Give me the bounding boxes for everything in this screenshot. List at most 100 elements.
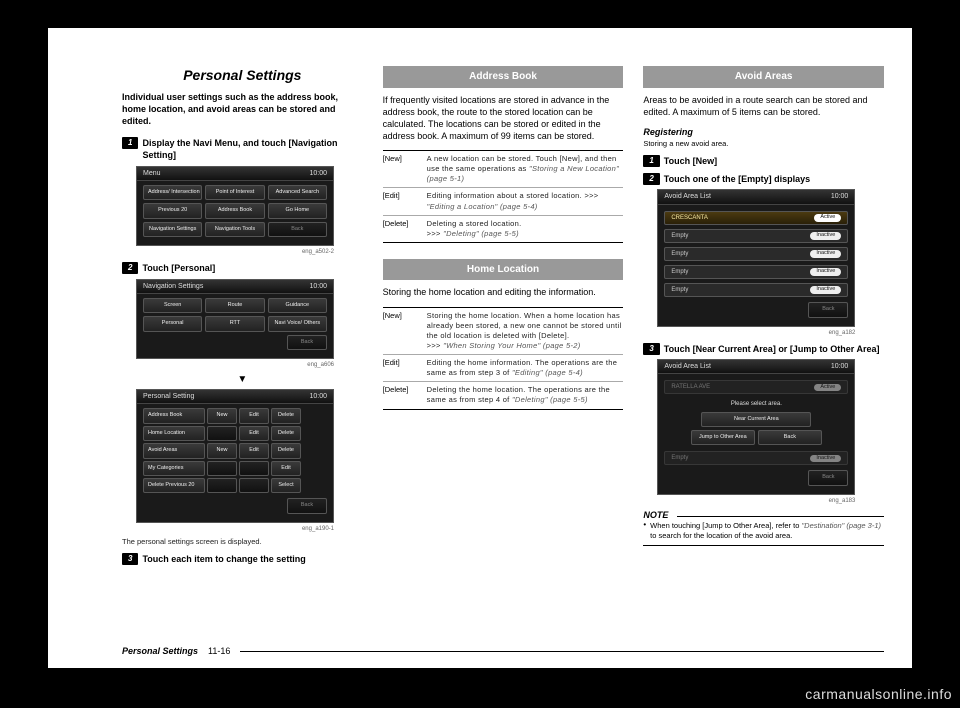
row-label: Avoid Areas <box>143 443 205 458</box>
spacer <box>239 478 269 493</box>
page-title: Personal Settings <box>122 66 363 85</box>
clock-text: 10:00 <box>309 392 327 401</box>
new-button[interactable]: New <box>207 443 237 458</box>
step-1: 1 Display the Navi Menu, and touch [Navi… <box>122 137 363 161</box>
menu-button[interactable]: Address Book <box>205 203 264 218</box>
edit-button[interactable]: Edit <box>239 426 269 441</box>
clock-text: 10:00 <box>309 169 327 178</box>
back-button[interactable]: Back <box>808 470 848 485</box>
edit-button[interactable]: Edit <box>239 408 269 423</box>
avoid-step-2-text: Touch one of the [Empty] displays <box>664 173 884 185</box>
avoid-step-1: 1 Touch [New] <box>643 155 884 167</box>
list-item[interactable]: EmptyInactive <box>664 283 848 297</box>
step-number-icon: 3 <box>643 343 659 355</box>
edit-button[interactable]: Edit <box>271 461 301 476</box>
note-text: When touching [Jump to Other Area], refe… <box>650 521 884 541</box>
step-number-icon: 1 <box>122 137 138 149</box>
row-label: My Categories <box>143 461 205 476</box>
registering-subhead: Registering <box>643 126 884 138</box>
table-row: [Edit] Editing information about a store… <box>383 188 624 215</box>
table-row: [New] Storing the home location. When a … <box>383 308 624 356</box>
avoid-step-3-text: Touch [Near Current Area] or [Jump to Ot… <box>664 343 884 355</box>
menu-button[interactable]: Personal <box>143 316 202 331</box>
note-rule <box>677 516 884 517</box>
step-number-icon: 2 <box>122 262 138 274</box>
list-item: EmptyInactive <box>664 451 848 465</box>
row-label: Address Book <box>143 408 205 423</box>
back-button[interactable]: Back <box>758 430 822 445</box>
avoid-step-1-text: Touch [New] <box>664 155 884 167</box>
prompt-text: Please select area. <box>664 400 848 408</box>
menu-button[interactable]: Navigation Tools <box>205 222 264 237</box>
col-3: Avoid Areas Areas to be avoided in a rou… <box>643 66 884 640</box>
select-button[interactable]: Select <box>271 478 301 493</box>
def-key: [New] <box>383 154 427 184</box>
step-3: 3 Touch each item to change the setting <box>122 553 363 565</box>
delete-button[interactable]: Delete <box>271 408 301 423</box>
figure-label: eng_a183 <box>657 497 855 505</box>
col-2: Address Book If frequently visited locat… <box>383 66 624 640</box>
table-row: [Delete] Deleting the home location. The… <box>383 382 624 408</box>
menu-button[interactable]: Previous 20 <box>143 203 202 218</box>
jump-other-area-button[interactable]: Jump to Other Area <box>691 430 755 445</box>
def-val: Editing the home information. The operat… <box>427 358 624 378</box>
near-current-area-button[interactable]: Near Current Area <box>701 412 811 427</box>
menu-button[interactable]: Address/ Intersection <box>143 185 202 200</box>
menu-button[interactable]: Screen <box>143 298 202 313</box>
menu-button[interactable]: Navi Voice/ Others <box>268 316 327 331</box>
footer-rule <box>240 651 884 652</box>
avoid-step-3: 3 Touch [Near Current Area] or [Jump to … <box>643 343 884 355</box>
caption-text: The personal settings screen is displaye… <box>122 537 363 547</box>
step-number-icon: 2 <box>643 173 659 185</box>
def-val: Editing information about a stored locat… <box>427 191 624 211</box>
address-book-table: [New] A new location can be stored. Touc… <box>383 150 624 243</box>
note-end-rule <box>643 545 884 546</box>
screen-title: Menu <box>143 169 161 178</box>
section-head-home-location: Home Location <box>383 259 624 281</box>
address-book-desc: If frequently visited locations are stor… <box>383 94 624 143</box>
menu-button[interactable]: Go Home <box>268 203 327 218</box>
screenshot-menu: Menu 10:00 Address/ Intersection Point o… <box>136 166 334 247</box>
back-button[interactable]: Back <box>287 498 327 513</box>
menu-button[interactable]: Advanced Search <box>268 185 327 200</box>
home-location-table: [New] Storing the home location. When a … <box>383 307 624 410</box>
def-val: Deleting a stored location.>>> "Deleting… <box>427 219 624 239</box>
back-button[interactable]: Back <box>268 222 327 237</box>
figure-label: eng_a182 <box>657 329 855 337</box>
list-item[interactable]: EmptyInactive <box>664 229 848 243</box>
list-item[interactable]: EmptyInactive <box>664 265 848 279</box>
menu-button[interactable]: RTT <box>205 316 264 331</box>
manual-page: Personal Settings Individual user settin… <box>48 28 912 668</box>
clock-text: 10:00 <box>831 362 849 371</box>
step-number-icon: 1 <box>643 155 659 167</box>
figure-label: eng_a502-2 <box>136 248 334 256</box>
spacer <box>207 461 237 476</box>
menu-button[interactable]: Guidance <box>268 298 327 313</box>
figure-label: eng_a606 <box>136 361 334 369</box>
avoid-step-2: 2 Touch one of the [Empty] displays <box>643 173 884 185</box>
screenshot-nav-settings: Navigation Settings 10:00 Screen Route G… <box>136 279 334 360</box>
figure-label: eng_a190-1 <box>136 525 334 533</box>
menu-button[interactable]: Point of Interest <box>205 185 264 200</box>
menu-button[interactable]: Route <box>205 298 264 313</box>
edit-button[interactable]: Edit <box>239 443 269 458</box>
table-row: [Delete] Deleting a stored location.>>> … <box>383 216 624 242</box>
step-1-text: Display the Navi Menu, and touch [Naviga… <box>142 137 362 161</box>
back-button[interactable]: Back <box>808 302 848 317</box>
list-item[interactable]: CRESCANTAActive <box>664 211 848 225</box>
list-item[interactable]: EmptyInactive <box>664 247 848 261</box>
screen-title: Avoid Area List <box>664 362 711 371</box>
footer-page: 11-16 <box>208 646 230 656</box>
delete-button[interactable]: Delete <box>271 426 301 441</box>
page-footer: Personal Settings 11-16 <box>122 646 884 656</box>
section-head-address-book: Address Book <box>383 66 624 88</box>
new-button[interactable]: New <box>207 408 237 423</box>
clock-text: 10:00 <box>831 192 849 201</box>
clock-text: 10:00 <box>309 282 327 291</box>
screen-title: Navigation Settings <box>143 282 203 291</box>
delete-button[interactable]: Delete <box>271 443 301 458</box>
back-button[interactable]: Back <box>287 335 327 350</box>
menu-button[interactable]: Navigation Settings <box>143 222 202 237</box>
def-key: [Delete] <box>383 385 427 405</box>
def-key: [Delete] <box>383 219 427 239</box>
